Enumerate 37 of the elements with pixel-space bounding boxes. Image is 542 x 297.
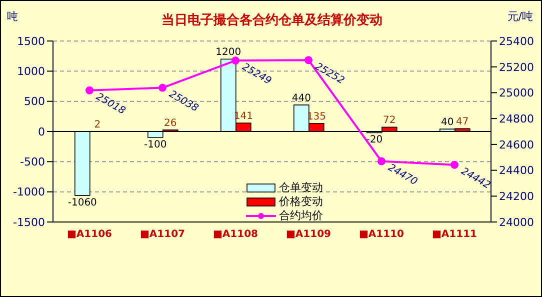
y-tick-label: 500 [24, 95, 45, 108]
y-tick-label: 1000 [17, 65, 45, 78]
y2-tick-label: 24600 [499, 138, 534, 152]
x-tick-label: ■A1108 [212, 229, 258, 240]
y2-tick-label: 25200 [499, 60, 534, 74]
y2-tick-label: 24800 [499, 112, 534, 126]
y-tick-label: -500 [20, 156, 45, 169]
y-tick-label: 0 [38, 125, 45, 138]
data-label: -20 [366, 134, 383, 146]
data-label: 26 [164, 118, 177, 129]
data-label: -1060 [68, 197, 97, 208]
data-label: 72 [383, 115, 396, 126]
x-tick-label: ■A1109 [286, 229, 332, 240]
y-tick-label: -1500 [13, 216, 45, 229]
y-axis-title: 吨 [7, 9, 18, 24]
y-tick-label: -1000 [13, 186, 45, 199]
data-label: 40 [441, 117, 454, 128]
legend-label: 价格变动 [279, 195, 323, 209]
y2-tick-label: 24400 [499, 164, 534, 178]
y2-tick-label: 24200 [499, 190, 534, 204]
y2-axis-title: 元/吨 [507, 9, 533, 24]
data-label: 2 [94, 119, 101, 130]
y2-tick-label: 25000 [499, 86, 534, 100]
data-label: 1200 [216, 47, 242, 58]
chart-title: 当日电子撮合各合约仓单及结算价变动 [162, 13, 382, 28]
y2-tick-label: 25400 [499, 34, 534, 48]
x-tick-label: ■A1106 [66, 229, 112, 240]
x-tick-label: ■A1107 [140, 229, 186, 240]
x-tick-label: ■A1111 [432, 229, 478, 240]
data-label: -100 [144, 140, 167, 151]
data-label: 440 [292, 92, 311, 104]
y2-tick-label: 24000 [499, 216, 534, 229]
legend-label: 仓单变动 [279, 181, 323, 195]
data-label: 47 [456, 116, 469, 128]
legend-label: 合约均价 [279, 209, 323, 223]
y-tick-label: 1500 [17, 34, 45, 48]
x-tick-label: ■A1110 [358, 229, 404, 240]
